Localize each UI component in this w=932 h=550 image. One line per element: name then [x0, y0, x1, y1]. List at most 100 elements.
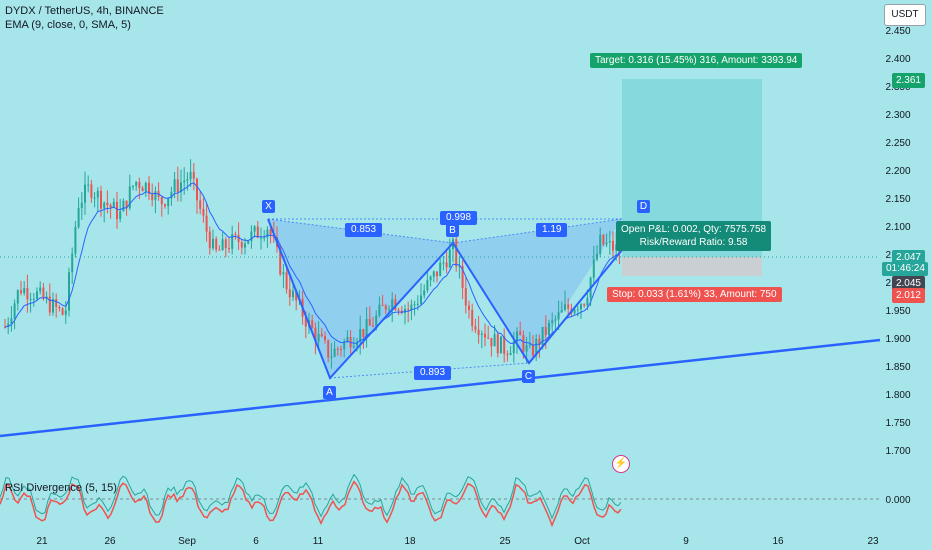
candle-body — [144, 182, 147, 192]
candle-body — [560, 309, 563, 313]
candle-body — [477, 329, 480, 335]
candle-body — [506, 353, 509, 355]
candle-body — [23, 287, 26, 294]
candle-body — [365, 319, 368, 338]
candle-body — [58, 307, 61, 309]
candle-body — [490, 338, 493, 347]
candle-body — [487, 337, 490, 339]
candle-body — [541, 326, 544, 346]
point-a-label[interactable]: A — [323, 386, 336, 399]
position-info[interactable]: Open P&L: 0.002, Qty: 7575.758 Risk/Rewa… — [616, 221, 772, 251]
candle-body — [240, 242, 243, 248]
candle-body — [256, 226, 259, 238]
candle-body — [100, 190, 102, 209]
candle-body — [128, 186, 131, 209]
price-tick: 2.450 — [885, 26, 910, 37]
candle-body — [160, 196, 163, 205]
candle-body — [432, 271, 435, 277]
candle-body — [148, 182, 150, 195]
harmonic-pattern-legs[interactable] — [267, 218, 623, 380]
candle-body — [170, 192, 173, 199]
candle-body — [221, 239, 224, 251]
candle-body — [471, 309, 474, 327]
price-tick: 1.900 — [885, 334, 910, 345]
ratio-xb: 0.998 — [440, 211, 478, 225]
indicator-legend[interactable]: EMA (9, close, 0, SMA, 5) — [5, 19, 131, 31]
candle-body — [381, 304, 384, 306]
candle-body — [52, 299, 54, 313]
stop-label[interactable]: Stop: 0.033 (1.61%) 33, Amount: 750 — [607, 287, 782, 302]
candle-body — [413, 304, 416, 306]
candle-body — [80, 202, 83, 208]
target-label[interactable]: Target: 0.316 (15.45%) 316, Amount: 3393… — [590, 53, 803, 68]
candle-body — [205, 215, 208, 232]
pattern-triangle-xab — [268, 219, 453, 378]
price-tick: 2.300 — [885, 110, 910, 121]
point-d-label[interactable]: D — [637, 200, 650, 213]
candle-body — [391, 299, 394, 309]
candle-body — [263, 237, 266, 239]
rsi-indicator-legend[interactable]: RSI Divergence (5, 15) — [5, 482, 117, 494]
candle-body — [16, 290, 19, 304]
candle-body — [612, 240, 614, 251]
symbol-title[interactable]: DYDX / TetherUS, 4h, BINANCE — [5, 5, 164, 17]
candle-body — [416, 303, 419, 305]
candle-body — [484, 333, 486, 338]
candle-body — [26, 287, 29, 300]
time-tick: 11 — [313, 536, 324, 547]
candle-body — [135, 181, 138, 186]
candle-body — [538, 338, 541, 346]
price-tick: 2.200 — [885, 166, 910, 177]
candle-body — [151, 194, 154, 201]
trend-line[interactable] — [0, 338, 881, 438]
point-b-label[interactable]: B — [446, 224, 459, 237]
currency-button[interactable]: USDT — [884, 4, 926, 26]
candle-body — [557, 312, 560, 320]
candle-body — [384, 305, 387, 310]
candle-body — [580, 304, 582, 310]
current-price-tag: 2.047 — [891, 250, 925, 265]
point-x-label[interactable]: X — [262, 200, 275, 213]
risk-reward-label: Risk/Reward Ratio: 9.58 — [639, 237, 748, 248]
candle-body — [586, 297, 589, 306]
candle-body — [608, 240, 611, 243]
candle-body — [375, 315, 378, 327]
candle-body — [215, 238, 218, 250]
ratio-abc: 0.893 — [414, 366, 452, 380]
candle-body — [269, 229, 272, 235]
candle-body — [119, 211, 122, 220]
candle-body — [410, 304, 413, 310]
point-c-label[interactable]: C — [522, 370, 535, 383]
pattern-triangle-bcd — [453, 219, 622, 363]
candle-body — [464, 288, 467, 306]
price-tick: 2.250 — [885, 138, 910, 149]
candle-body — [493, 334, 496, 347]
lightning-icon[interactable]: ⚡ — [612, 455, 630, 473]
time-tick: 25 — [499, 536, 511, 547]
candle-body — [237, 234, 240, 243]
target-price-tag: 2.361 — [891, 73, 925, 88]
candle-body — [461, 265, 464, 289]
price-tick: 1.800 — [885, 390, 910, 401]
candle-body — [250, 231, 253, 242]
candle-body — [314, 327, 317, 342]
candle-body — [154, 191, 157, 201]
candle-body — [512, 341, 515, 354]
candle-body — [279, 246, 282, 275]
candle-body — [532, 344, 534, 356]
candle-body — [93, 197, 96, 199]
time-tick: Oct — [574, 536, 590, 547]
time-tick: 16 — [772, 536, 784, 547]
rsi-line-up — [0, 473, 622, 520]
candle-body — [7, 323, 10, 327]
time-axis[interactable]: 21 26 Sep 6 11 18 25 Oct 9 16 23 — [36, 536, 879, 547]
candle-body — [36, 291, 38, 299]
candle-body — [285, 272, 288, 290]
price-tick: 2.400 — [885, 54, 910, 65]
candle-body — [388, 308, 390, 310]
price-tick: 1.950 — [885, 306, 910, 317]
candle-body — [176, 179, 179, 193]
rsi-line-down — [0, 480, 622, 528]
candle-body — [548, 322, 550, 336]
